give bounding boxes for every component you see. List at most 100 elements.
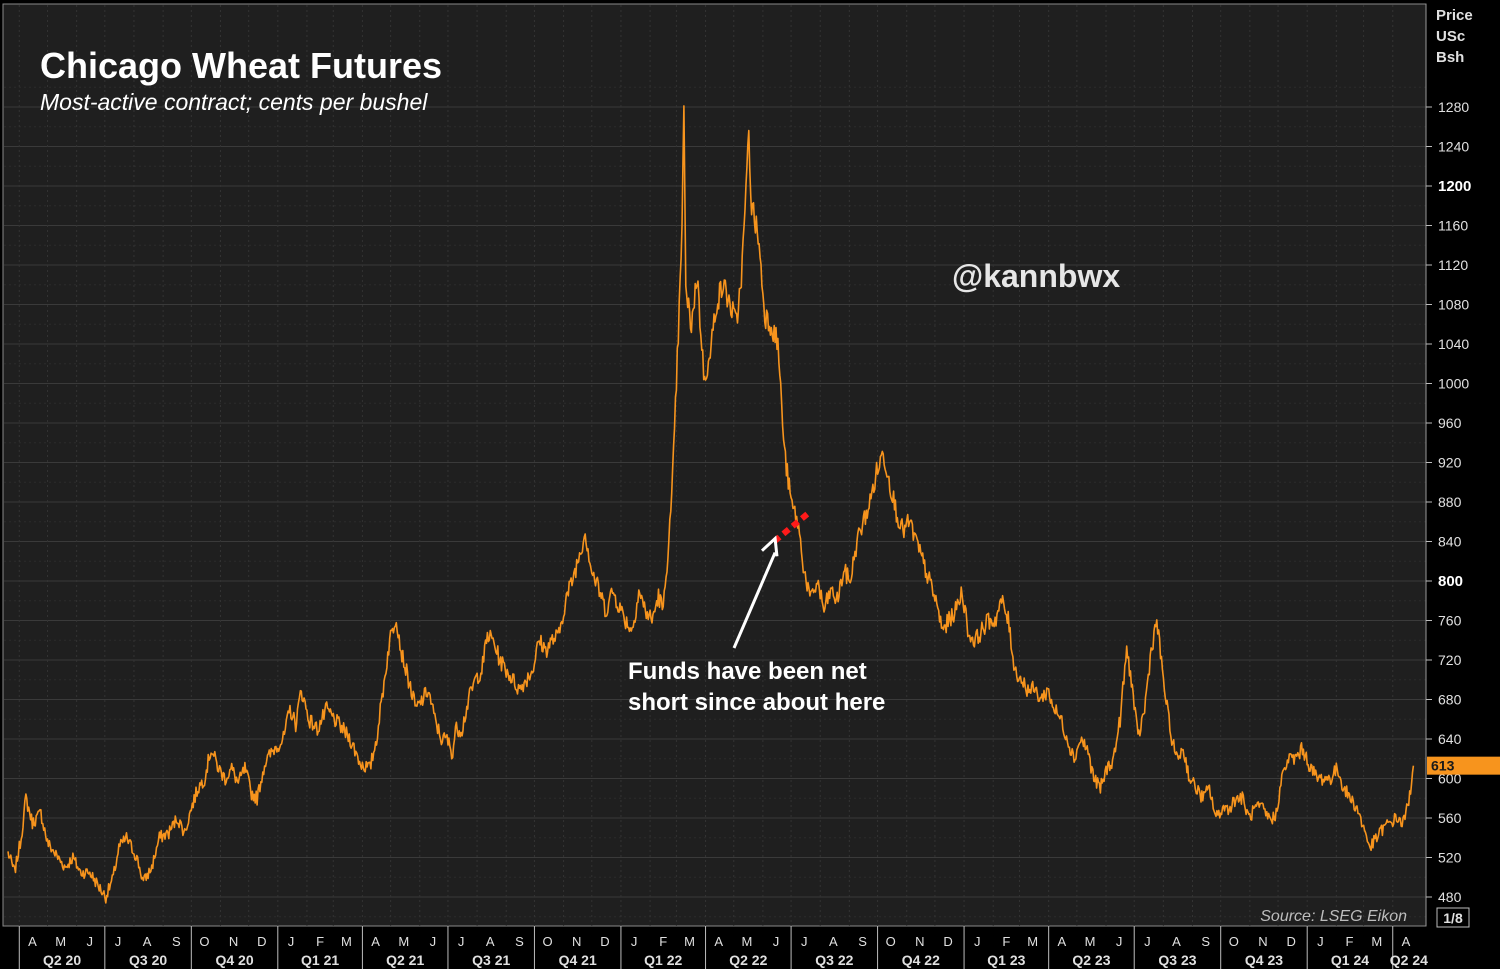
x-tick-month: A bbox=[1402, 934, 1411, 949]
chart-subtitle: Most-active contract; cents per bushel bbox=[40, 89, 428, 115]
x-tick-quarter: Q3 20 bbox=[129, 952, 167, 968]
x-tick-month: J bbox=[1144, 934, 1151, 949]
x-tick-quarter: Q3 22 bbox=[815, 952, 853, 968]
x-tick-quarter: Q2 23 bbox=[1072, 952, 1110, 968]
x-tick-quarter: Q2 24 bbox=[1390, 952, 1428, 968]
y-axis-unit: Bsh bbox=[1436, 49, 1464, 66]
y-axis-unit: Price bbox=[1436, 7, 1473, 24]
x-tick-month: A bbox=[1057, 934, 1066, 949]
x-tick-month: F bbox=[316, 934, 324, 949]
x-tick-month: F bbox=[659, 934, 667, 949]
y-tick-label: 640 bbox=[1438, 731, 1462, 747]
x-tick-month: D bbox=[943, 934, 952, 949]
y-axis-unit: USc bbox=[1436, 28, 1465, 45]
x-tick-month: D bbox=[257, 934, 266, 949]
x-tick-month: D bbox=[600, 934, 609, 949]
x-tick-month: N bbox=[915, 934, 924, 949]
y-tick-label: 1200 bbox=[1438, 178, 1471, 195]
watermark-handle: @kannbwx bbox=[952, 258, 1120, 294]
y-tick-label: 1280 bbox=[1438, 99, 1469, 115]
x-tick-month: A bbox=[829, 934, 838, 949]
x-tick-month: O bbox=[1229, 934, 1239, 949]
x-tick-month: A bbox=[714, 934, 723, 949]
x-tick-month: A bbox=[1172, 934, 1181, 949]
source-note: Source: LSEG Eikon bbox=[1260, 908, 1407, 925]
x-tick-month: A bbox=[371, 934, 380, 949]
y-tick-label: 960 bbox=[1438, 415, 1462, 431]
annotation-text-line: Funds have been net bbox=[628, 658, 867, 685]
x-tick-quarter: Q4 22 bbox=[902, 952, 940, 968]
grid-lines bbox=[4, 5, 1426, 926]
x-tick-month: J bbox=[631, 934, 638, 949]
x-tick-month: J bbox=[773, 934, 780, 949]
price-line bbox=[7, 105, 1415, 904]
x-tick-month: N bbox=[572, 934, 581, 949]
x-tick-quarter: Q2 22 bbox=[729, 952, 767, 968]
x-tick-month: N bbox=[1258, 934, 1267, 949]
last-value-label: 613 bbox=[1431, 758, 1455, 774]
scale-label: 1/8 bbox=[1443, 910, 1463, 926]
x-tick-month: J bbox=[801, 934, 808, 949]
x-tick-month: M bbox=[1027, 934, 1038, 949]
x-tick-month: O bbox=[543, 934, 553, 949]
y-tick-label: 1080 bbox=[1438, 297, 1469, 313]
x-tick-month: M bbox=[1371, 934, 1382, 949]
x-tick-month: J bbox=[288, 934, 295, 949]
x-tick-month: M bbox=[55, 934, 66, 949]
y-tick-label: 800 bbox=[1438, 573, 1463, 590]
x-tick-month: S bbox=[172, 934, 181, 949]
x-tick-month: O bbox=[886, 934, 896, 949]
y-tick-label: 480 bbox=[1438, 889, 1462, 905]
x-tick-month: M bbox=[741, 934, 752, 949]
y-tick-label: 760 bbox=[1438, 613, 1462, 629]
x-tick-month: J bbox=[458, 934, 465, 949]
x-tick-month: M bbox=[684, 934, 695, 949]
x-tick-quarter: Q3 21 bbox=[472, 952, 510, 968]
x-tick-month: S bbox=[858, 934, 867, 949]
chart-title: Chicago Wheat Futures bbox=[40, 45, 442, 86]
y-tick-label: 880 bbox=[1438, 494, 1462, 510]
x-tick-quarter: Q3 23 bbox=[1158, 952, 1196, 968]
annotation-arrow-shaft bbox=[732, 551, 777, 649]
x-tick-month: D bbox=[1287, 934, 1296, 949]
x-tick-month: M bbox=[1085, 934, 1096, 949]
x-tick-month: F bbox=[1002, 934, 1010, 949]
annotation-group: Funds have been net short since about her… bbox=[628, 509, 885, 716]
x-tick-month: J bbox=[1317, 934, 1324, 949]
x-tick-month: J bbox=[430, 934, 437, 949]
y-tick-label: 560 bbox=[1438, 810, 1462, 826]
x-tick-quarter: Q2 20 bbox=[43, 952, 81, 968]
x-tick-month: J bbox=[87, 934, 94, 949]
y-tick-label: 720 bbox=[1438, 652, 1462, 668]
y-tick-label: 1120 bbox=[1438, 257, 1468, 273]
annotation-text-line: short since about here bbox=[628, 689, 885, 716]
x-tick-month: J bbox=[115, 934, 122, 949]
x-tick-month: J bbox=[1116, 934, 1123, 949]
y-tick-label: 1160 bbox=[1438, 218, 1468, 234]
scale-box bbox=[1436, 907, 1470, 928]
net-short-dashed-marker bbox=[772, 509, 812, 544]
price-series bbox=[7, 105, 1415, 904]
y-tick-label: 920 bbox=[1438, 455, 1462, 471]
x-tick-month: F bbox=[1346, 934, 1354, 949]
plot-area bbox=[2, 3, 1427, 927]
x-tick-month: A bbox=[143, 934, 152, 949]
x-tick-quarter: Q4 20 bbox=[215, 952, 253, 968]
x-tick-quarter: Q1 22 bbox=[644, 952, 682, 968]
x-tick-quarter: Q4 21 bbox=[559, 952, 597, 968]
y-axis: 4805205606006406807207608008408809209601… bbox=[1425, 4, 1500, 928]
x-tick-month: A bbox=[486, 934, 495, 949]
annotation-arrow-head bbox=[760, 535, 779, 557]
x-tick-month: J bbox=[974, 934, 981, 949]
x-tick-month: S bbox=[1201, 934, 1210, 949]
y-tick-label: 1240 bbox=[1438, 139, 1469, 155]
x-tick-quarter: Q1 23 bbox=[987, 952, 1025, 968]
x-tick-quarter: Q4 23 bbox=[1245, 952, 1283, 968]
x-tick-month: N bbox=[229, 934, 238, 949]
x-tick-quarter: Q1 24 bbox=[1331, 952, 1369, 968]
x-tick-month: M bbox=[341, 934, 352, 949]
x-tick-month: S bbox=[515, 934, 524, 949]
last-value-flag bbox=[1427, 756, 1500, 775]
